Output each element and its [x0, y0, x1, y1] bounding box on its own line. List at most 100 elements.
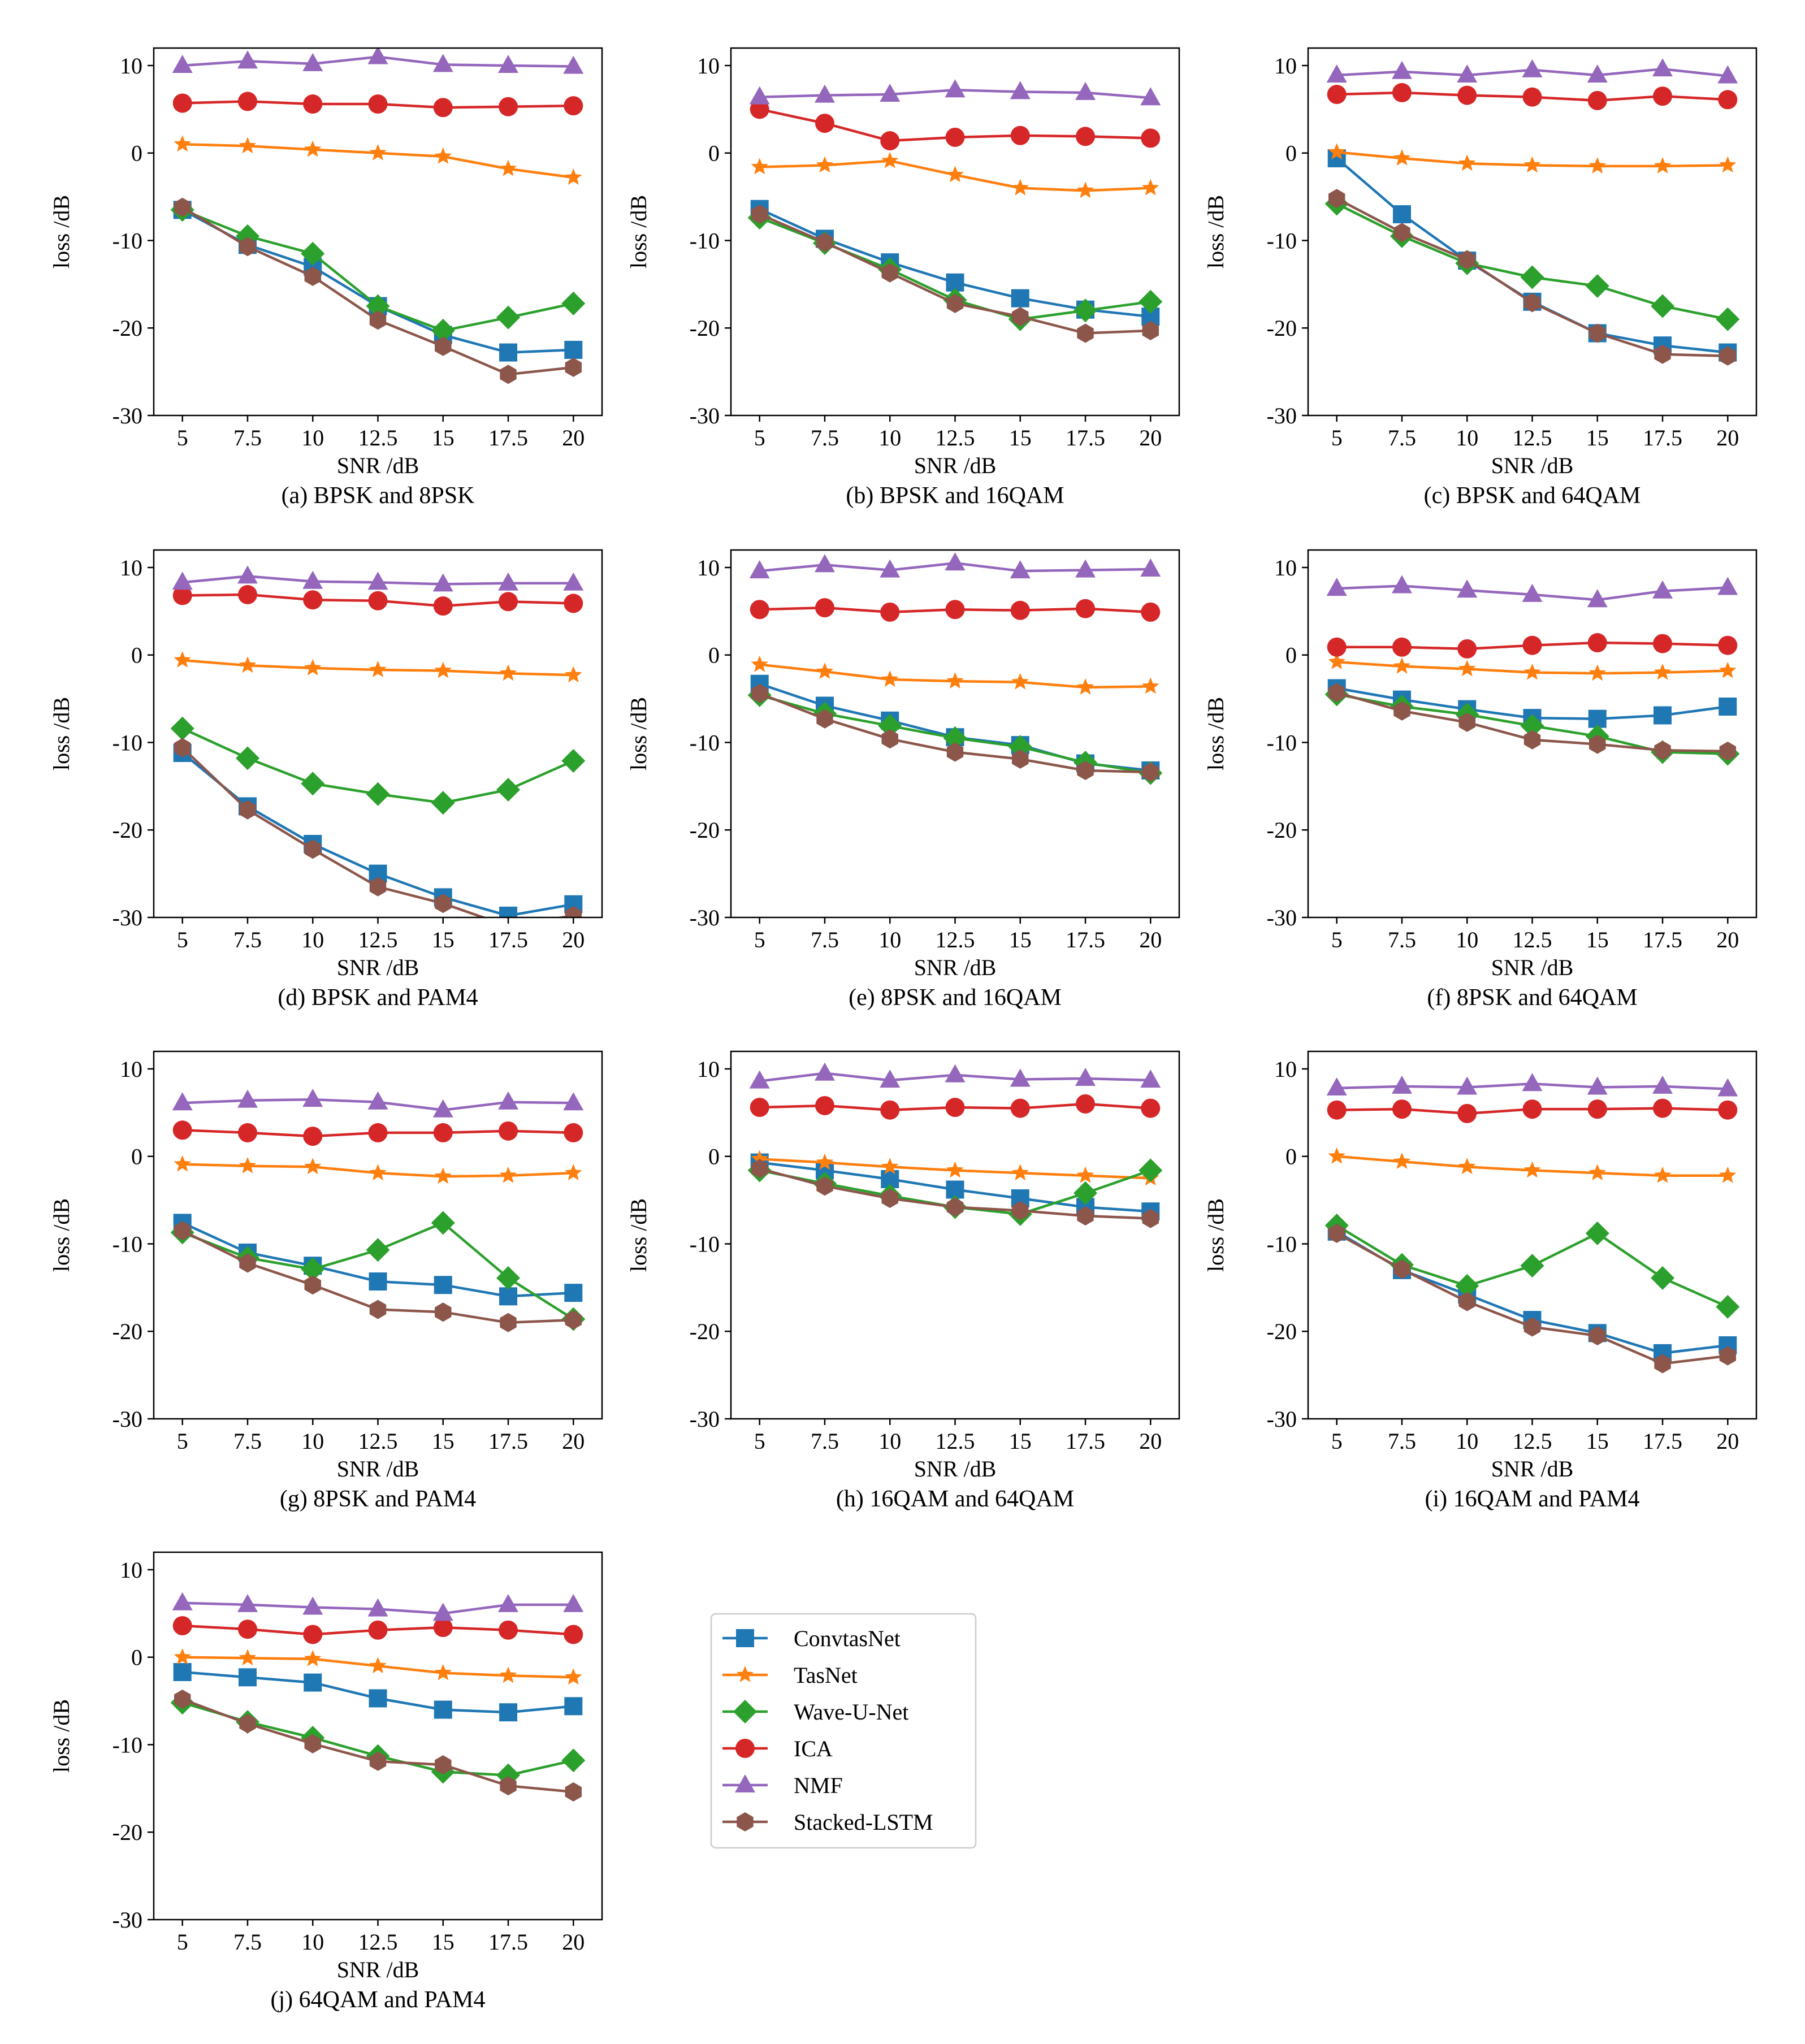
x-tick-label: 7.5	[233, 425, 262, 451]
data-point-stacked-lstm	[1077, 323, 1094, 343]
data-point-ica	[1522, 635, 1542, 655]
data-point-tasnet	[946, 1161, 964, 1178]
subplot-caption: (c) BPSK and 64QAM	[1424, 483, 1641, 509]
x-tick-label: 12.5	[358, 1428, 398, 1454]
y-tick-label: -20	[112, 1820, 142, 1845]
data-point-nmf	[1326, 1077, 1347, 1095]
data-point-ica	[1010, 1098, 1030, 1118]
data-point-nmf	[1457, 1076, 1478, 1095]
x-tick-label: 10	[878, 425, 901, 451]
data-point-nmf	[749, 560, 770, 579]
data-point-wave-u-net	[496, 305, 521, 330]
data-point-tasnet	[1653, 157, 1672, 174]
data-point-tasnet	[816, 156, 834, 173]
data-point-stacked-lstm	[881, 729, 898, 749]
x-tick-label: 20	[562, 425, 585, 451]
y-tick-label: -10	[112, 730, 142, 755]
data-point-tasnet	[1458, 660, 1476, 677]
data-point-tasnet	[1011, 1164, 1029, 1181]
data-point-stacked-lstm	[1654, 344, 1671, 364]
x-tick-label: 15	[1586, 927, 1609, 952]
data-point-tasnet	[1393, 657, 1411, 674]
x-tick-label: 20	[1716, 1428, 1739, 1454]
y-tick-label: 0	[131, 643, 142, 668]
data-point-tasnet	[1523, 156, 1541, 173]
y-tick-label: -20	[1267, 817, 1297, 843]
data-point-stacked-lstm	[435, 1302, 452, 1322]
data-point-tasnet	[369, 144, 387, 161]
data-point-ica	[1653, 634, 1673, 653]
x-tick-label: 12.5	[358, 425, 398, 451]
x-tick-label: 7.5	[811, 1428, 839, 1454]
data-point-stacked-lstm	[816, 709, 833, 729]
data-point-tasnet	[239, 137, 257, 154]
data-point-wave-u-net	[1455, 1274, 1479, 1298]
data-point-wave-u-net	[561, 291, 586, 315]
x-tick-label: 20	[562, 1428, 585, 1454]
y-axis-label: loss /dB	[1203, 697, 1228, 770]
legend-entry-ica: ICA	[722, 1736, 833, 1761]
data-point-stacked-lstm	[1142, 763, 1159, 782]
data-point-tasnet	[369, 1164, 387, 1181]
data-point-stacked-lstm	[304, 839, 321, 859]
subplot-i: 10 0 -10 -20 -30 5 7.5 10 12.5 15 17.5 20 SNR /dB los…	[1203, 1050, 1758, 1512]
data-point-stacked-lstm	[565, 906, 582, 917]
data-point-stacked-lstm	[751, 205, 768, 224]
data-point-wave-u-net	[496, 1266, 521, 1290]
data-point-ica	[368, 1620, 388, 1640]
data-point-nmf	[1587, 64, 1608, 83]
data-point-ica	[172, 1616, 192, 1635]
y-tick-label: -30	[112, 905, 142, 930]
data-point-nmf	[367, 571, 388, 590]
data-point-stacked-lstm	[174, 197, 191, 217]
data-point-wave-u-net	[431, 791, 455, 815]
y-tick-label: -10	[690, 730, 720, 755]
data-point-ica	[1457, 85, 1477, 105]
series-group	[747, 79, 1163, 343]
legend-entry-wave-u-net: Wave-U-Net	[722, 1699, 908, 1725]
series-line-convtasnet	[1336, 157, 1728, 354]
data-point-tasnet	[1458, 154, 1476, 171]
legend-label: ICA	[794, 1736, 833, 1761]
data-point-ica	[499, 97, 518, 116]
x-tick-label: 20	[1716, 425, 1739, 451]
data-point-tasnet	[1523, 1161, 1541, 1178]
subplot-f: 10 0 -10 -20 -30 5 7.5 10 12.5 15 17.5 20 SNR /dB los…	[1203, 549, 1758, 1011]
data-point-ica	[880, 602, 900, 622]
subplot-j: 10 0 -10 -20 -30 5 7.5 10 12.5 15 17.5 20 SNR /dB los…	[49, 1551, 603, 2013]
y-tick-label: 0	[131, 1645, 142, 1670]
data-point-tasnet	[1142, 677, 1159, 694]
data-point-wave-u-net	[366, 782, 390, 806]
data-point-stacked-lstm	[1142, 321, 1159, 340]
data-point-stacked-lstm	[1142, 1209, 1159, 1228]
data-point-ica	[368, 1123, 388, 1142]
data-point-stacked-lstm	[1589, 323, 1606, 343]
subplot-g: 10 0 -10 -20 -30 5 7.5 10 12.5 15 17.5 20 SNR /dB los…	[49, 1050, 603, 1512]
data-point-tasnet	[565, 666, 582, 683]
data-point-convtasnet	[173, 1663, 192, 1682]
data-point-tasnet	[369, 661, 387, 677]
data-point-wave-u-net	[1139, 289, 1163, 314]
x-tick-label: 20	[1716, 927, 1739, 952]
data-point-convtasnet	[434, 1276, 452, 1294]
legend-entry-stacked-lstm: Stacked-LSTM	[722, 1809, 933, 1835]
data-point-nmf	[498, 572, 519, 591]
data-point-wave-u-net	[1520, 714, 1544, 738]
y-axis-label: loss /dB	[49, 697, 74, 770]
legend-entry-convtasnet: ConvtasNet	[722, 1626, 901, 1651]
data-point-tasnet	[751, 1150, 768, 1167]
x-tick-label: 17.5	[488, 927, 528, 952]
data-point-ica	[1587, 1099, 1607, 1119]
x-tick-label: 17.5	[488, 1929, 528, 1955]
y-tick-label: 10	[120, 1557, 142, 1583]
y-tick-label: 0	[708, 643, 720, 668]
legend-entry-tasnet: TasNet	[722, 1662, 858, 1688]
x-tick-label: 20	[1139, 927, 1162, 952]
data-point-ica	[1327, 1100, 1347, 1120]
x-tick-label: 10	[878, 1428, 901, 1454]
y-tick-label: 0	[708, 1144, 720, 1170]
data-point-tasnet	[434, 147, 452, 164]
data-point-nmf	[1326, 578, 1347, 596]
data-point-tasnet	[369, 1657, 387, 1674]
subplot-caption: (j) 64QAM and PAM4	[271, 1987, 486, 2013]
